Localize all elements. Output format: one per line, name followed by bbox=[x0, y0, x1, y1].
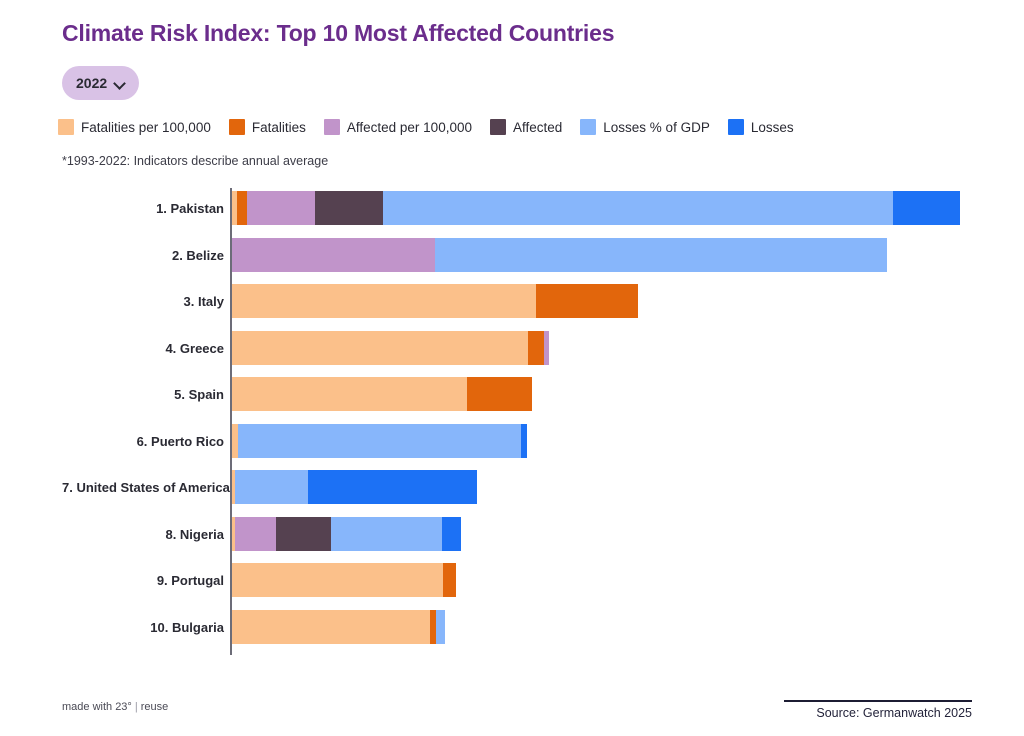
bar-segment[interactable] bbox=[235, 516, 276, 551]
category-label: 6. Puerto Rico bbox=[136, 433, 224, 449]
bar-row[interactable] bbox=[232, 377, 532, 411]
legend-swatch bbox=[323, 119, 340, 135]
bar-segment[interactable] bbox=[232, 516, 235, 551]
page-title: Climate Risk Index: Top 10 Most Affected… bbox=[62, 20, 615, 46]
bar-segment[interactable] bbox=[308, 470, 477, 504]
legend-item[interactable]: Losses bbox=[727, 119, 794, 135]
category-label: 10. Bulgaria bbox=[150, 619, 224, 635]
bar-segment[interactable] bbox=[544, 330, 549, 365]
bar-row[interactable] bbox=[232, 609, 445, 644]
bar-row[interactable] bbox=[232, 191, 960, 225]
bar-segment[interactable] bbox=[521, 423, 527, 458]
bar-row[interactable] bbox=[232, 516, 461, 551]
bar-segment[interactable] bbox=[232, 284, 536, 318]
bar-segment[interactable] bbox=[467, 377, 532, 411]
category-label: 7. United States of America bbox=[62, 480, 230, 495]
bar-segment[interactable] bbox=[232, 330, 528, 365]
category-label: 4. Greece bbox=[165, 340, 224, 356]
legend-swatch bbox=[489, 119, 506, 135]
source-label: Source: Germanwatch 2025 bbox=[816, 706, 972, 720]
bar-segment[interactable] bbox=[235, 470, 308, 504]
bar-segment[interactable] bbox=[232, 470, 235, 504]
chevron-down-icon bbox=[114, 78, 125, 89]
bar-row[interactable] bbox=[232, 470, 477, 504]
bar-row[interactable] bbox=[232, 237, 887, 272]
category-label: 2. Belize bbox=[171, 247, 224, 263]
legend-label: Affected bbox=[512, 119, 563, 135]
bar-row[interactable] bbox=[232, 423, 527, 458]
chart-plot-area: 1. Pakistan 2. Belize 3. Italy 4. Greece 5. … bbox=[62, 188, 972, 658]
chart-footnote: *1993-2022: Indicators describe annual a… bbox=[62, 154, 329, 168]
legend-swatch bbox=[228, 119, 245, 135]
bar-segment[interactable] bbox=[276, 516, 331, 551]
bar-segment[interactable] bbox=[232, 609, 430, 644]
category-label: 9. Portugal bbox=[156, 573, 224, 588]
year-selector-value: 2022 bbox=[76, 75, 108, 91]
bar-segment[interactable] bbox=[536, 284, 638, 318]
bar-row[interactable] bbox=[232, 330, 549, 365]
bar-segment[interactable] bbox=[247, 191, 315, 225]
chart-legend: Fatalities per 100,000 Fatalities Affected… bbox=[58, 119, 803, 135]
bar-segment[interactable] bbox=[232, 191, 237, 225]
bar-segment[interactable] bbox=[238, 423, 521, 458]
bar-segment[interactable] bbox=[443, 563, 456, 597]
reuse-link[interactable]: reuse bbox=[140, 701, 169, 713]
bar-segment[interactable] bbox=[232, 563, 443, 597]
bar-segment[interactable] bbox=[442, 516, 461, 551]
bar-segment[interactable] bbox=[331, 516, 442, 551]
footer-separator: | bbox=[134, 701, 138, 713]
bar-segment[interactable] bbox=[315, 191, 383, 225]
legend-swatch bbox=[58, 119, 74, 135]
legend-label: Fatalities bbox=[251, 119, 306, 135]
legend-item[interactable]: Fatalities bbox=[228, 119, 306, 135]
footer-attribution[interactable]: made with 23° | reuse bbox=[62, 701, 168, 713]
bar-row[interactable] bbox=[232, 563, 456, 597]
footer-rule bbox=[784, 700, 972, 702]
year-selector-dropdown[interactable]: 2022 bbox=[62, 66, 140, 100]
bar-segment[interactable] bbox=[893, 191, 960, 225]
category-label: 1. Pakistan bbox=[156, 201, 224, 216]
legend-item[interactable]: Losses % of GDP bbox=[580, 119, 710, 135]
bar-segment[interactable] bbox=[383, 191, 893, 225]
bar-segment[interactable] bbox=[436, 609, 445, 644]
bar-segment[interactable] bbox=[232, 423, 238, 458]
legend-item[interactable]: Fatalities per 100,000 bbox=[58, 119, 211, 135]
bar-segment[interactable] bbox=[237, 191, 247, 225]
legend-swatch bbox=[580, 119, 597, 135]
bar-segment[interactable] bbox=[435, 237, 887, 272]
y-axis-line bbox=[230, 188, 232, 655]
category-label: 5. Spain bbox=[174, 387, 224, 402]
bar-segment[interactable] bbox=[430, 609, 436, 644]
legend-label: Losses % of GDP bbox=[603, 119, 710, 135]
legend-item[interactable]: Affected per 100,000 bbox=[323, 119, 472, 135]
bar-segment[interactable] bbox=[232, 237, 435, 272]
legend-label: Fatalities per 100,000 bbox=[81, 119, 211, 135]
bar-segment[interactable] bbox=[528, 330, 544, 365]
legend-label: Affected per 100,000 bbox=[346, 119, 472, 135]
made-with-label: made with 23° bbox=[62, 701, 132, 713]
bar-row[interactable] bbox=[232, 284, 638, 318]
bar-segment[interactable] bbox=[232, 377, 467, 411]
category-label: 8. Nigeria bbox=[165, 526, 224, 542]
legend-label: Losses bbox=[750, 119, 794, 135]
legend-swatch bbox=[727, 119, 744, 135]
category-label: 3. Italy bbox=[183, 294, 224, 309]
legend-item[interactable]: Affected bbox=[489, 119, 563, 135]
